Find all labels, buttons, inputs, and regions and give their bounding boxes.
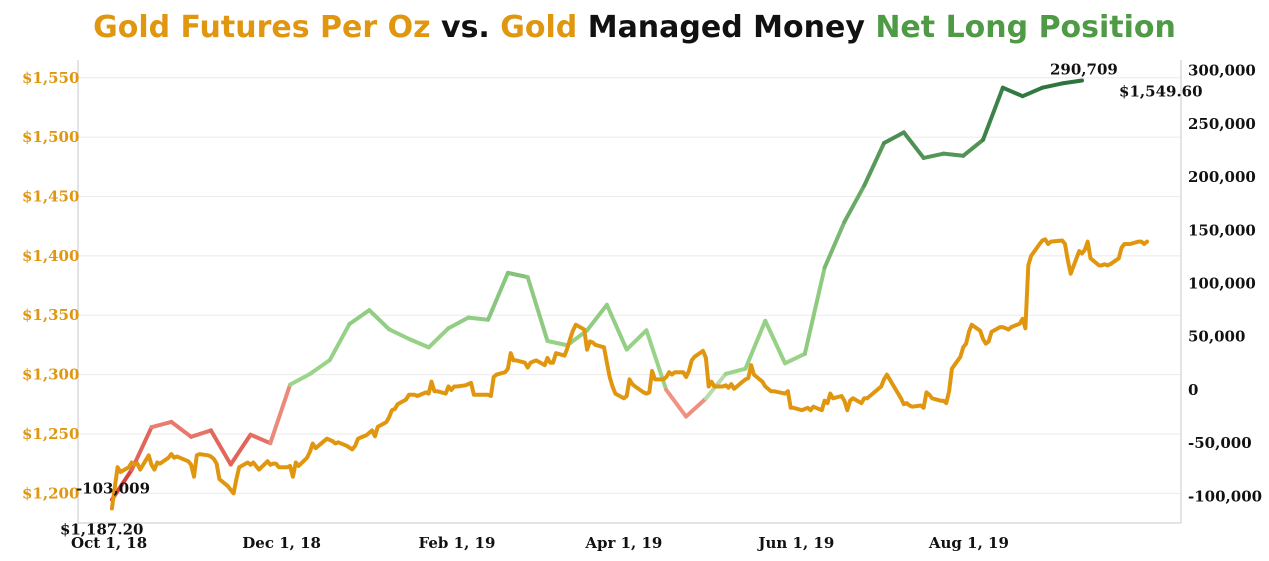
right-tick-label: 50,000: [1188, 328, 1245, 346]
net-long-segment: [228, 432, 253, 467]
net-long-segment: [604, 302, 629, 352]
net-long-segment: [268, 382, 293, 446]
right-tick-label: 200,000: [1188, 168, 1256, 186]
left-tick-label: $1,450: [22, 188, 79, 206]
net-long-segment: [208, 428, 233, 467]
net-long-segment: [1020, 85, 1045, 99]
x-tick-label: Aug 1, 19: [928, 534, 1009, 552]
data-label: $1,187.20: [60, 521, 144, 539]
left-tick-label: $1,350: [22, 306, 79, 324]
net-long-segment: [684, 396, 708, 419]
net-long-segment: [842, 183, 867, 224]
net-long-segment: [367, 308, 392, 332]
right-tick-label: 0: [1188, 381, 1198, 399]
net-long-segment: [446, 315, 471, 331]
left-tick-label: $1,400: [22, 247, 79, 265]
net-long-segment: [525, 275, 550, 343]
net-long-segment: [288, 371, 312, 387]
x-tick-label: Dec 1, 18: [242, 534, 321, 552]
net-long-segment: [981, 85, 1005, 142]
net-long-segment: [545, 338, 570, 348]
net-long-segment: [743, 318, 768, 371]
net-long-segment: [862, 141, 887, 188]
net-long-segment: [466, 315, 491, 322]
net-long-segment: [1060, 78, 1085, 86]
right-tick-label: -100,000: [1188, 487, 1262, 505]
left-tick-label: $1,550: [22, 69, 79, 87]
title-part-4: Net Long Position: [875, 10, 1176, 45]
net-long-segment: [149, 419, 174, 430]
gold-price-line: [109, 237, 1150, 511]
gold-price-series: [109, 237, 1150, 511]
net-long-segment: [505, 270, 530, 280]
data-label: -103,009: [76, 480, 150, 498]
data-label: 290,709: [1050, 61, 1118, 79]
axes: $1,200 $1,250 $1,300 $1,350 $1,400 $1,450 $1,5…: [22, 60, 1262, 552]
net-long-segment: [624, 328, 649, 352]
net-long-segment: [426, 326, 451, 350]
net-long-segment: [169, 419, 194, 439]
grid-lines: [78, 77, 1181, 494]
x-tick-label: Jun 1, 19: [756, 534, 834, 552]
data-label: $1,549.60: [1119, 82, 1203, 100]
net-long-segment: [307, 358, 332, 376]
chart-title: Gold Futures Per Oz vs. Gold Managed Mon…: [0, 8, 1269, 48]
net-long-position-series: [109, 78, 1085, 502]
title-part-3: Managed Money: [577, 10, 876, 45]
title-part-0: Gold Futures Per Oz: [93, 10, 431, 45]
data-labels: -103,009 $1,187.20 290,709$1,549.60: [60, 61, 1203, 539]
left-tick-label: $1,200: [22, 484, 79, 502]
right-tick-label: 250,000: [1188, 115, 1256, 133]
left-tick-label: $1,300: [22, 366, 79, 384]
net-long-segment: [802, 265, 827, 356]
title-part-1: vs.: [430, 10, 501, 45]
net-long-segment: [941, 151, 966, 158]
right-tick-label: 300,000: [1188, 62, 1256, 80]
net-long-segment: [585, 302, 609, 333]
right-tick-label: -50,000: [1188, 434, 1252, 452]
net-long-segment: [763, 318, 788, 366]
x-tick-label: Oct 1, 18: [71, 534, 147, 552]
net-long-segment: [822, 219, 847, 270]
net-long-segment: [406, 336, 431, 350]
net-long-segment: [248, 432, 273, 446]
net-long-segment: [486, 270, 510, 322]
net-long-segment: [664, 387, 689, 419]
net-long-segment: [882, 130, 906, 146]
net-long-segment: [723, 366, 748, 376]
net-long-segment: [347, 308, 372, 326]
net-long-segment: [1040, 81, 1065, 90]
net-long-segment: [1000, 85, 1025, 99]
net-long-segment: [921, 151, 946, 160]
right-tick-label: 150,000: [1188, 221, 1256, 239]
right-tick-label: 100,000: [1188, 275, 1256, 293]
net-long-segment: [783, 351, 807, 366]
title-part-2: Gold: [500, 10, 578, 45]
x-tick-label: Feb 1, 19: [419, 534, 496, 552]
x-tick-label: Apr 1, 19: [584, 534, 662, 552]
net-long-segment: [189, 428, 213, 439]
left-tick-label: $1,250: [22, 425, 79, 443]
net-long-segment: [327, 321, 352, 363]
net-long-segment: [961, 137, 986, 158]
net-long-segment: [901, 130, 926, 160]
left-tick-label: $1,500: [22, 128, 79, 146]
net-long-segment: [387, 327, 411, 341]
